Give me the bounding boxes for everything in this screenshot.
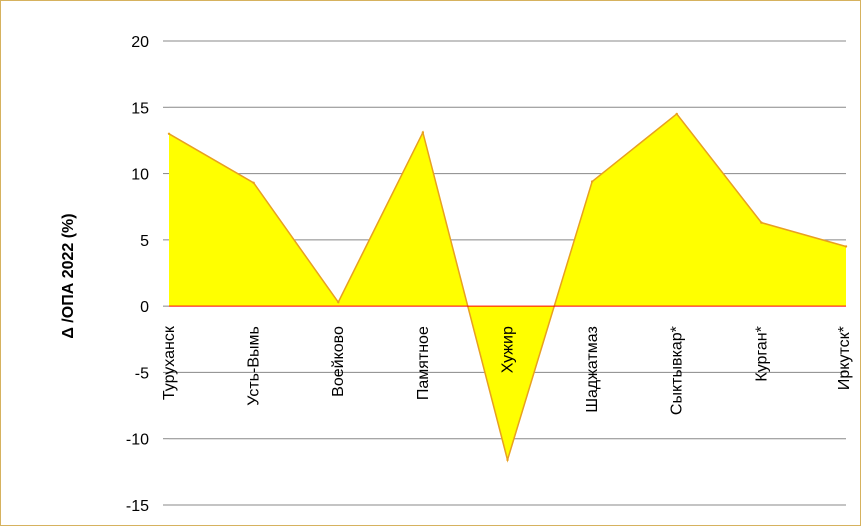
- y-tick-labels: -15 -10 -5 0 5 10 15 20: [126, 34, 169, 515]
- y-axis-title: Δ /ОПА 2022 (%): [60, 213, 77, 338]
- y-tick-label: -10: [126, 432, 149, 449]
- y-tick-label: 0: [140, 299, 149, 316]
- data-point: [506, 458, 509, 462]
- category-label: Туруханск: [161, 325, 178, 400]
- category-label: Курган*: [753, 326, 770, 381]
- category-label: Памятное: [415, 326, 432, 400]
- area-fill: [169, 113, 846, 460]
- data-point: [421, 131, 425, 134]
- data-point: [590, 180, 594, 183]
- y-tick-label: -15: [126, 498, 149, 515]
- category-label: Иркутск*: [836, 326, 853, 390]
- category-label: Сыктывкар*: [669, 326, 686, 415]
- y-tick-label: 15: [131, 100, 149, 117]
- y-tick-label: -5: [135, 365, 149, 382]
- category-label: Шаджатмаз: [584, 326, 601, 413]
- data-point: [844, 245, 848, 248]
- data-point: [337, 300, 340, 304]
- category-label: Усть-Вымь: [246, 326, 263, 406]
- data-point: [252, 181, 255, 185]
- area-series: [167, 112, 848, 463]
- y-tick-label: 20: [131, 34, 149, 51]
- data-point: [675, 112, 678, 116]
- data-point: [760, 221, 763, 224]
- y-tick-label: 10: [131, 167, 149, 184]
- category-label: Воейково: [330, 326, 347, 397]
- category-label: Хужир: [500, 326, 517, 373]
- data-point: [167, 132, 171, 135]
- category-labels: Туруханск Усть-Вымь Воейково Памятное Хужир Ш…: [161, 325, 853, 415]
- y-tick-label: 5: [140, 233, 149, 250]
